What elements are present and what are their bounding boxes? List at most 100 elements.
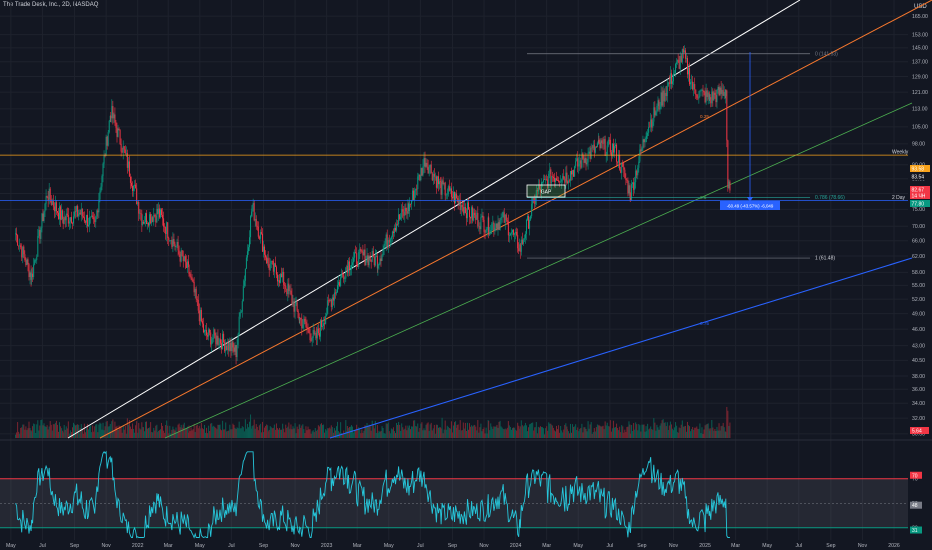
candle-body [440,181,442,183]
volume-bar [699,423,701,438]
volume-bar [133,428,135,438]
candle-body [41,213,43,228]
candle-body [469,209,471,218]
volume-bar [113,430,115,438]
volume-bar [183,422,185,438]
candle-body [341,273,343,278]
candle-body [383,245,385,249]
volume-bar [626,427,628,438]
volume-bar [421,422,423,438]
volume-bar [417,423,419,438]
candle-body [590,147,592,159]
volume-bar [61,428,63,438]
volume-bar [531,422,533,438]
candle-body [524,233,526,239]
volume-bar [147,428,149,438]
volume-bar [578,431,580,438]
volume-bar [666,422,668,438]
volume-bar [677,432,679,438]
candle-body [601,140,603,144]
volume-bar [393,431,395,438]
candle-body [54,202,56,212]
volume-bar [26,430,28,438]
volume-bar [271,428,273,438]
candle-body [191,277,193,280]
volume-bar [195,425,197,438]
candle-body [574,166,576,177]
volume-bar [483,427,485,438]
volume-bar [543,428,545,438]
volume-bar [499,420,501,438]
time-tick-label: May [6,543,16,549]
candle-body [305,321,307,327]
candle-body [157,208,159,214]
volume-bar [311,431,313,438]
candle-body [709,97,711,100]
candle-body [217,335,219,345]
volume-bar [338,431,340,438]
chart-grid [0,0,908,540]
candle-body [464,206,466,213]
candle-body [228,342,230,351]
candle-body [404,207,406,216]
volume-bar [334,430,336,438]
volume-bar [185,428,187,438]
volume-bar [424,430,426,438]
volume-bar [224,429,226,438]
candle-body [505,214,507,221]
candle-body [86,214,88,227]
volume-bar [318,426,320,438]
volume-bar [432,428,434,438]
volume-bar [706,423,708,438]
volume-bar [243,431,245,438]
candle-body [301,318,303,329]
candle-body [190,276,192,278]
candle-body [274,263,276,267]
volume-bar [488,420,490,438]
candle-body [338,282,340,286]
volume-bar [139,428,141,438]
candle-body [139,213,141,215]
volume-bar [39,425,41,438]
volume-bar [624,429,626,438]
volume-bar [127,424,129,438]
volume-bar [234,427,236,438]
candle-body [47,197,49,201]
candle-body [353,257,355,263]
volume-bar [379,431,381,438]
time-tick-label: Jul [228,543,235,549]
volume-bar [548,422,550,438]
candle-body [662,90,664,106]
volume-bar [711,420,713,438]
volume-bar [501,427,503,438]
volume-bar [669,421,671,438]
candle-body [398,214,400,225]
candle-body [459,199,461,211]
volume-bar [668,425,670,438]
candle-body [591,147,593,149]
volume-bar [507,421,509,438]
candle-body [643,139,645,143]
volume-bar [333,428,335,438]
volume-bar [655,430,657,438]
volume-bar [533,430,535,438]
candle-body [25,260,27,265]
volume-bar [593,428,595,438]
candle-body [531,203,533,217]
candle-body [161,209,163,215]
volume-bar [365,425,367,438]
candle-body [19,245,21,247]
volume-bar [498,421,500,438]
volume-bar [688,425,690,438]
candle-body [516,231,518,236]
candle-body [286,288,288,295]
candle-body [173,238,175,244]
volume-bar [581,423,583,438]
volume-bar [616,423,618,438]
volume-bar [513,427,515,438]
candle-body [481,215,483,218]
volume-bar [628,421,630,438]
candle-body [326,313,328,317]
candle-body [165,227,167,235]
